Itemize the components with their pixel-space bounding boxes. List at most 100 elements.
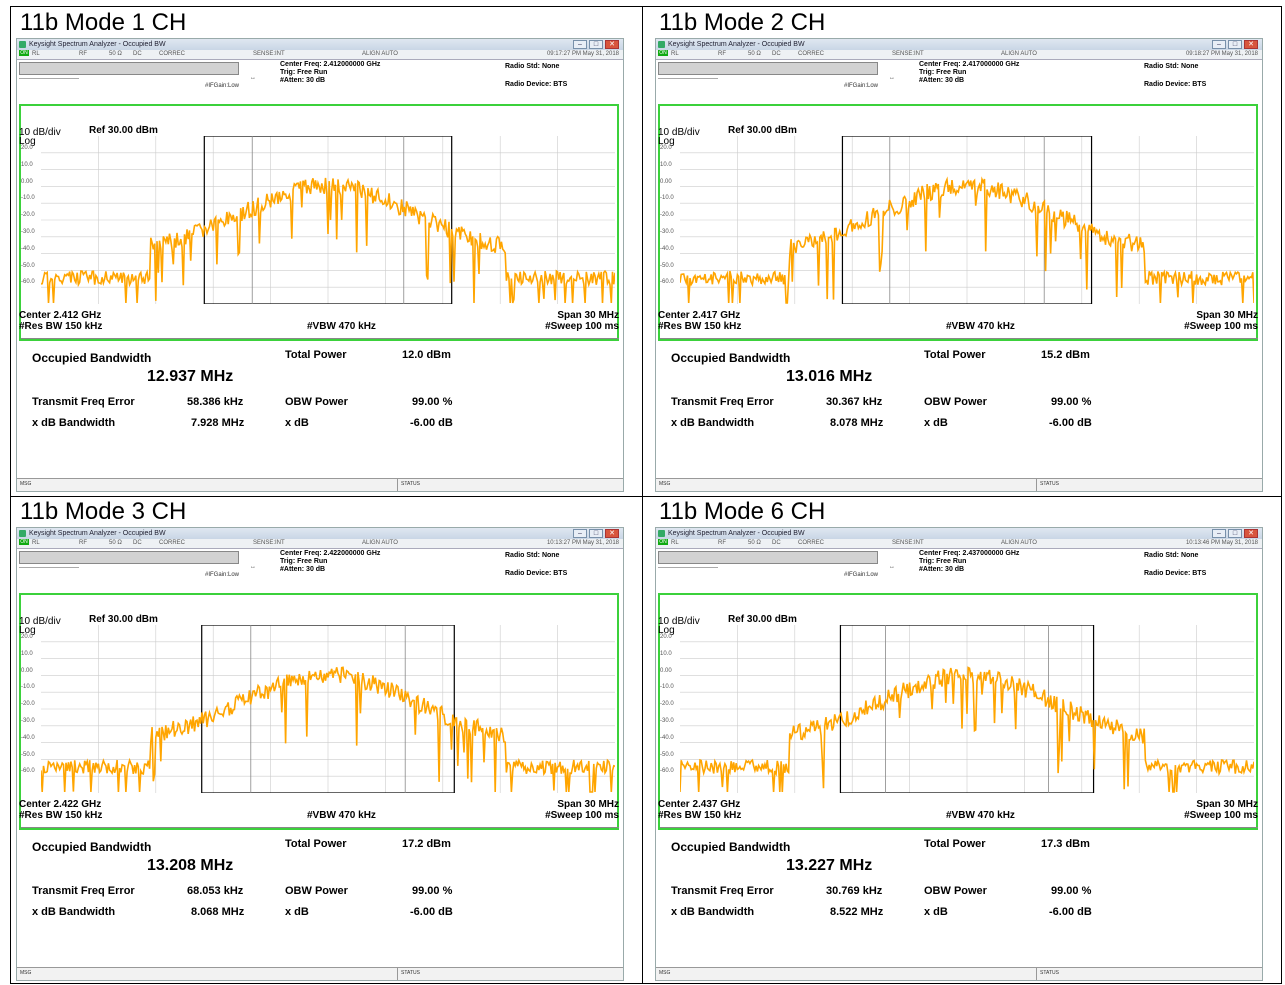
ref-level: Ref 30.00 dBm [728, 614, 797, 625]
y-tick-label: -30.0 [21, 718, 35, 724]
dc-label: DC [133, 540, 142, 546]
xdb-bw-label: x dB Bandwidth [671, 417, 755, 429]
span: Span 30 MHz [557, 310, 619, 321]
minimize-button[interactable]: – [1212, 529, 1226, 538]
y-tick-label: -30.0 [660, 229, 674, 235]
close-button[interactable]: ✕ [605, 529, 619, 538]
correc-label: CORREC [798, 540, 825, 546]
input-info-box [658, 551, 878, 564]
y-tick-label: 20.0 [21, 634, 33, 640]
scale-per-div: 10 dB/div [658, 127, 700, 138]
arrow-icon: ↔ [250, 75, 256, 81]
info-underline [19, 567, 79, 568]
occ-bw-value: 12.937 MHz [147, 368, 234, 385]
radio-device: Radio Device: BTS [505, 81, 568, 88]
res-bw: #Res BW 150 kHz [19, 321, 103, 332]
y-tick-label: -60.0 [660, 768, 674, 775]
info-underline [658, 78, 718, 79]
close-button[interactable]: ✕ [1244, 40, 1258, 49]
status-label: STATUS [1040, 481, 1059, 487]
status-label: STATUS [401, 481, 420, 487]
obw-marker-box [203, 136, 453, 304]
obw-power-value: 99.00 % [412, 396, 453, 408]
arrow-icon: ↔ [250, 564, 256, 570]
vbw: #VBW 470 kHz [946, 321, 1015, 332]
rf-label: RF [79, 51, 87, 57]
window-titlebar: Keysight Spectrum Analyzer - Occupied BW… [17, 528, 623, 539]
y-tick-label: 0.00 [660, 667, 672, 674]
window-title: Keysight Spectrum Analyzer - Occupied BW [29, 41, 166, 48]
close-button[interactable]: ✕ [605, 40, 619, 49]
res-bw: #Res BW 150 kHz [19, 810, 103, 821]
total-power-label: Total Power [924, 349, 986, 361]
rl-indicator: ON [658, 50, 668, 57]
minimize-button[interactable]: – [573, 529, 587, 538]
arrow-icon: ↔ [889, 564, 895, 570]
analyzer-screenshot: Keysight Spectrum Analyzer - Occupied BW… [655, 38, 1263, 492]
center-freq: Center Freq: 2.412000000 GHz [280, 61, 381, 68]
radio-std: Radio Std: None [1144, 552, 1199, 559]
correc-label: CORREC [159, 51, 186, 57]
msg-label: MSG [20, 970, 32, 976]
maximize-button[interactable]: □ [589, 40, 603, 49]
cell-title: 11b Mode 3 CH [20, 498, 187, 525]
close-button[interactable]: ✕ [1244, 529, 1258, 538]
ref-level: Ref 30.00 dBm [728, 125, 797, 136]
y-tick-label: -40.0 [21, 245, 35, 252]
timestamp: 10:13:27 PM May 31, 2018 [546, 540, 619, 546]
obw-power-label: OBW Power [924, 396, 987, 408]
align-label: ALIGN AUTO [362, 51, 398, 57]
ref-level: Ref 30.00 dBm [89, 614, 158, 625]
plot-frame [658, 593, 1258, 830]
vbw: #VBW 470 kHz [307, 810, 376, 821]
y-tick-label: -40.0 [660, 245, 674, 252]
total-power-label: Total Power [285, 838, 347, 850]
center-freq: Center Freq: 2.422000000 GHz [280, 550, 381, 557]
xdb-label: x dB [285, 417, 309, 429]
y-tick-label: 10.0 [21, 161, 33, 168]
maximize-button[interactable]: □ [1228, 40, 1242, 49]
maximize-button[interactable]: □ [589, 529, 603, 538]
tfe-value: 30.367 kHz [826, 396, 883, 408]
xdb-bw-value: 8.522 MHz [830, 906, 884, 918]
info-underline [658, 567, 718, 568]
arrow-icon: ↔ [889, 75, 895, 81]
tfe-label: Transmit Freq Error [32, 396, 135, 408]
minimize-button[interactable]: – [573, 40, 587, 49]
cell-title: 11b Mode 1 CH [20, 9, 187, 36]
y-tick-label: 10.0 [660, 161, 672, 168]
spectrum-plot [41, 625, 615, 793]
rl-label: RL [32, 51, 40, 57]
trig-mode: Trig: Free Run [919, 69, 967, 76]
status-row: ON RL RF 50 Ω DC CORREC SENSE:INT ALIGN A… [17, 50, 623, 60]
occ-bw-label: Occupied Bandwidth [671, 840, 791, 854]
radio-std: Radio Std: None [505, 63, 560, 70]
window-title: Keysight Spectrum Analyzer - Occupied BW [29, 530, 166, 537]
analyzer-screenshot: Keysight Spectrum Analyzer - Occupied BW… [655, 527, 1263, 981]
scale-per-div: 10 dB/div [658, 616, 700, 627]
y-tick-label: -20.0 [660, 212, 674, 219]
y-tick-label: -50.0 [21, 262, 35, 269]
y-tick-label: 20.0 [660, 145, 672, 151]
xdb-bw-value: 7.928 MHz [191, 417, 245, 429]
xdb-label: x dB [285, 906, 309, 918]
minimize-button[interactable]: – [1212, 40, 1226, 49]
y-tick-label: 20.0 [21, 145, 33, 151]
y-tick-label: 0.00 [21, 178, 33, 185]
window-titlebar: Keysight Spectrum Analyzer - Occupied BW… [17, 39, 623, 50]
maximize-button[interactable]: □ [1228, 529, 1242, 538]
result-cell-4: 11b Mode 6 CH Keysight Spectrum Analyzer… [651, 497, 1271, 985]
scale-per-div: 10 dB/div [19, 616, 61, 627]
center-freq-footer: Center 2.422 GHz [19, 799, 102, 810]
radio-device: Radio Device: BTS [1144, 81, 1207, 88]
status-label: STATUS [1040, 970, 1059, 976]
window-titlebar: Keysight Spectrum Analyzer - Occupied BW… [656, 39, 1262, 50]
ohm-label: 50 Ω [748, 51, 761, 57]
xdb-value: -6.00 dB [410, 417, 453, 429]
y-tick-label: 10.0 [21, 650, 33, 657]
center-freq-footer: Center 2.437 GHz [658, 799, 741, 810]
status-bar: MSG STATUS [17, 478, 623, 491]
sweep: #Sweep 100 ms [545, 810, 619, 821]
atten: #Atten: 30 dB [919, 77, 965, 84]
y-tick-label: 0.00 [660, 178, 672, 185]
